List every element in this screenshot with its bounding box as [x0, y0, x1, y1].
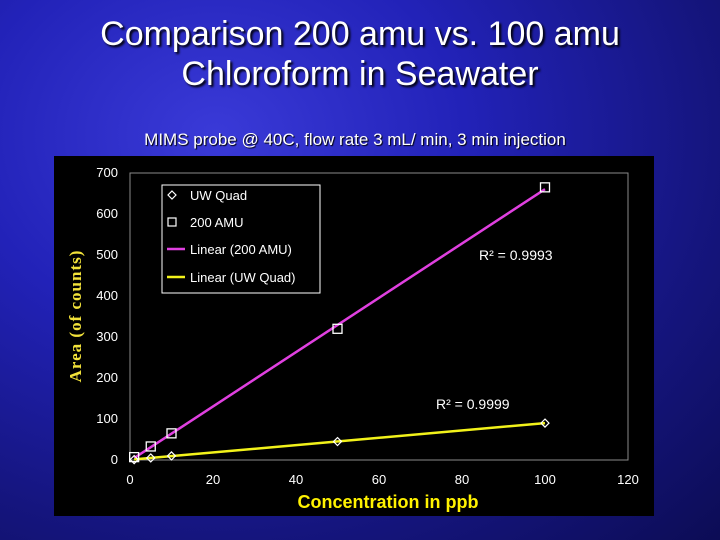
- legend-diamond-marker: [167, 190, 177, 200]
- slide-title: Comparison 200 amu vs. 100 amu Chlorofor…: [0, 14, 720, 94]
- plot-area-frame: [129, 172, 629, 461]
- y-tick-label: 300: [96, 329, 118, 344]
- y-tick-label: 700: [96, 165, 118, 180]
- data-point-uw-quad: [540, 418, 550, 428]
- data-point-200-amu: [145, 441, 156, 452]
- y-tick-label: 0: [111, 452, 118, 467]
- chart-subtitle: MIMS probe @ 40C, flow rate 3 mL/ min, 3…: [144, 130, 566, 149]
- y-axis-title: Area (of counts): [66, 250, 85, 383]
- legend-square-marker: [167, 217, 177, 227]
- chart-container: 0 100 200 300 400 500 600 700 0 20 40 60 80 100 120 Con…: [54, 156, 654, 516]
- data-point-200-amu: [129, 451, 140, 463]
- chart-svg: 0 100 200 300 400 500 600 700 0 20 40 60 80 100 120 Con…: [54, 156, 654, 516]
- x-tick-label: 20: [206, 472, 220, 487]
- data-point-200-amu: [166, 428, 177, 439]
- title-line-2: Chloroform in Seawater: [181, 55, 539, 93]
- chart-panel: [54, 156, 654, 516]
- x-tick-label: 100: [534, 472, 556, 487]
- r2-annotation-uw-quad: R² = 0.9999: [436, 396, 510, 412]
- data-point-uw-quad: [332, 436, 343, 447]
- data-point-200-amu: [539, 182, 551, 193]
- y-tick-label: 200: [96, 370, 118, 385]
- x-tick-label: 40: [289, 472, 303, 487]
- y-tick-label: 100: [96, 411, 118, 426]
- data-point-uw-quad: [166, 451, 177, 461]
- x-tick-label: 80: [455, 472, 469, 487]
- legend-entry-label: 200 AMU: [190, 215, 243, 230]
- legend-box: [161, 184, 321, 294]
- x-tick-label: 120: [617, 472, 639, 487]
- r2-annotation-200-amu: R² = 0.9993: [479, 247, 553, 263]
- x-tick-label: 0: [126, 472, 133, 487]
- y-tick-label: 400: [96, 288, 118, 303]
- trendline-uw-quad: [134, 421, 546, 461]
- data-point-200-amu: [332, 323, 343, 334]
- legend-entry-label: Linear (UW Quad): [190, 270, 295, 285]
- y-tick-label: 500: [96, 247, 118, 262]
- legend-entry-label: UW Quad: [190, 188, 247, 203]
- x-axis-title: Concentration in ppb: [298, 492, 479, 512]
- y-tick-label: 600: [96, 206, 118, 221]
- title-line-1: Comparison 200 amu vs. 100 amu: [100, 15, 620, 53]
- x-tick-label: 60: [372, 472, 386, 487]
- data-point-uw-quad: [145, 453, 156, 463]
- trendline-200-amu: [133, 188, 546, 460]
- data-point-uw-quad: [129, 454, 139, 465]
- legend-entry-label: Linear (200 AMU): [190, 242, 292, 257]
